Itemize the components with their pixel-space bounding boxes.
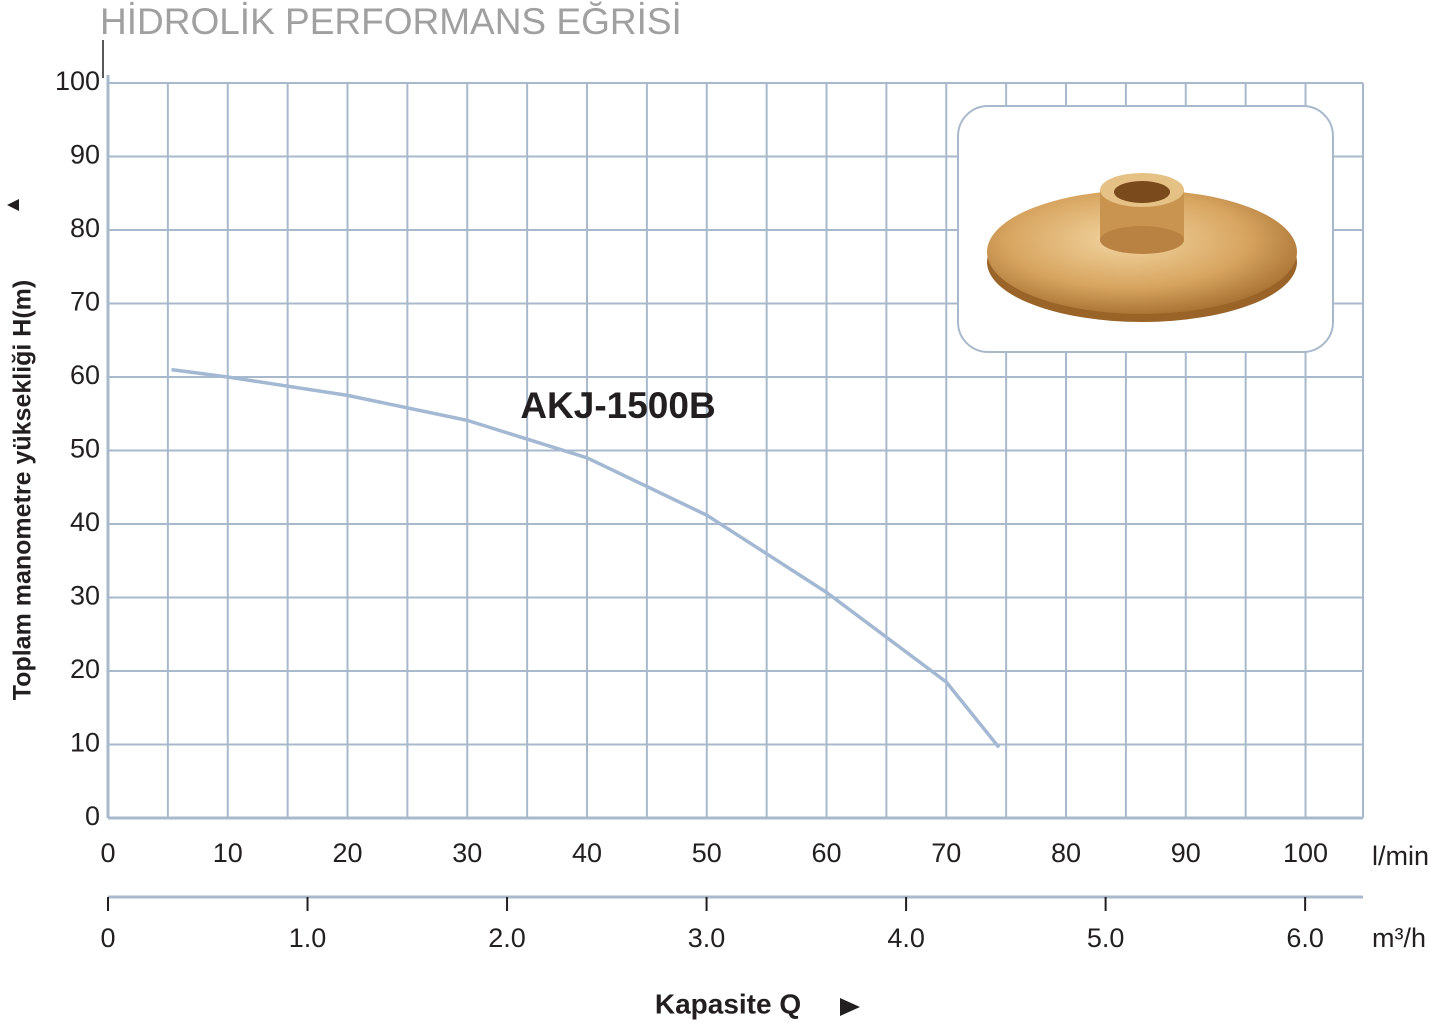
x2-tick-label: 0 (100, 923, 115, 953)
x-tick-label: 80 (1051, 838, 1081, 868)
y-arrow (7, 199, 19, 211)
x2-tick-label: 4.0 (887, 923, 925, 953)
x-axis-label: Kapasite Q (655, 988, 801, 1019)
y-tick-label: 90 (70, 140, 100, 170)
y-tick-label: 0 (85, 801, 100, 831)
x-tick-label: 40 (572, 838, 602, 868)
x-tick-label: 60 (811, 838, 841, 868)
y-tick-label: 20 (70, 654, 100, 684)
y-tick-label: 40 (70, 507, 100, 537)
series-line (171, 367, 1001, 749)
y-tick-label: 70 (70, 287, 100, 317)
x2-unit: m³/h (1372, 923, 1426, 953)
x2-tick-label: 3.0 (688, 923, 726, 953)
x-arrow (840, 998, 860, 1016)
y-tick-label: 100 (55, 66, 100, 96)
y-tick-label: 30 (70, 581, 100, 611)
x-tick-label: 50 (692, 838, 722, 868)
x2-tick-label: 2.0 (488, 923, 526, 953)
x2-tick-label: 6.0 (1286, 923, 1324, 953)
x-tick-label: 30 (452, 838, 482, 868)
chart-title: HİDROLİK PERFORMANS EĞRİSİ (100, 1, 682, 42)
x-unit: l/min (1372, 841, 1429, 871)
y-tick-label: 80 (70, 213, 100, 243)
x-tick-label: 70 (931, 838, 961, 868)
x2-tick-label: 5.0 (1087, 923, 1125, 953)
y-axis-label: Toplam manometre yüksekliği H(m) (9, 280, 37, 700)
y-tick-label: 60 (70, 360, 100, 390)
impeller-photo (957, 105, 1334, 353)
y-tick-label: 10 (70, 728, 100, 758)
series-label: AKJ-1500B (520, 385, 715, 426)
x2-tick-label: 1.0 (289, 923, 327, 953)
x-tick-label: 100 (1283, 838, 1328, 868)
x-tick-label: 10 (213, 838, 243, 868)
y-tick-label: 50 (70, 434, 100, 464)
x-tick-label: 0 (100, 838, 115, 868)
x-tick-label: 20 (332, 838, 362, 868)
x-tick-label: 90 (1171, 838, 1201, 868)
